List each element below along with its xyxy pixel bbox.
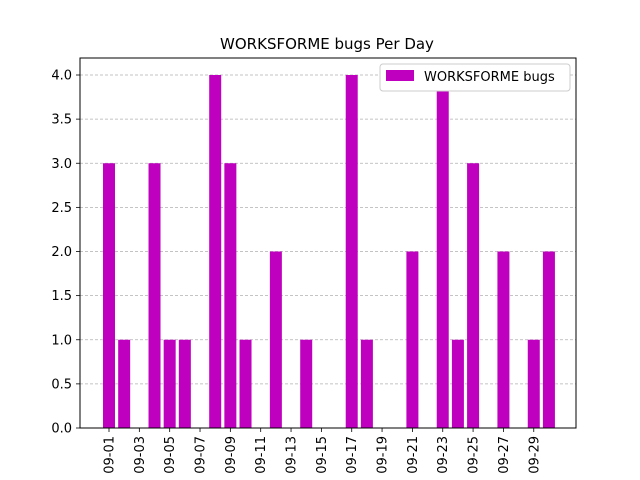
y-tick-label: 1.5 <box>51 289 72 304</box>
bar <box>269 251 282 428</box>
bar <box>163 339 176 428</box>
y-tick-label: 0.5 <box>51 377 72 392</box>
bar <box>467 163 480 428</box>
legend: WORKSFORME bugs <box>379 63 571 92</box>
x-tick-label: 09-23 <box>436 436 451 474</box>
x-tick-label: 09-05 <box>163 436 178 474</box>
y-tick-label: 0.0 <box>51 422 72 437</box>
grid-lines <box>80 74 576 429</box>
bar <box>451 339 464 428</box>
bar <box>527 339 540 428</box>
legend-label: WORKSFORME bugs <box>424 70 555 85</box>
plot-frame <box>79 57 577 429</box>
y-tick-label: 1.0 <box>51 333 72 348</box>
x-tick-label: 09-29 <box>527 436 542 474</box>
y-tick-label: 2.0 <box>51 245 72 260</box>
x-axis: 09-01 09-03 09-05 09-07 09-09 09-11 09-13 09-15… <box>103 428 542 474</box>
legend-box <box>379 63 571 92</box>
x-tick-label: 09-03 <box>133 436 148 474</box>
x-tick-label: 09-01 <box>103 436 118 474</box>
bar <box>224 163 237 428</box>
x-tick-label: 09-21 <box>406 436 421 474</box>
y-tick-label: 4.0 <box>51 69 72 84</box>
bar <box>542 251 555 428</box>
x-tick-label: 09-27 <box>497 436 512 474</box>
bar <box>406 251 419 428</box>
bar <box>178 339 191 428</box>
legend-swatch <box>386 70 414 81</box>
y-tick-label: 2.5 <box>51 201 72 216</box>
x-tick-label: 09-25 <box>467 436 482 474</box>
x-tick-label: 09-13 <box>285 436 300 474</box>
chart-title: WORKSFORME bugs Per Day <box>220 35 434 53</box>
bar <box>360 339 373 428</box>
x-tick-label: 09-19 <box>376 436 391 474</box>
y-axis: 0.0 0.5 1.0 1.5 2.0 2.5 3.0 3.5 4.0 <box>51 69 80 437</box>
bar <box>239 339 252 428</box>
y-tick-label: 3.5 <box>51 113 72 128</box>
y-tick-label: 3.0 <box>51 157 72 172</box>
bar <box>497 251 510 428</box>
x-tick-label: 09-07 <box>194 436 209 474</box>
bar <box>118 339 131 428</box>
bar <box>148 163 161 428</box>
x-tick-label: 09-11 <box>254 436 269 474</box>
bars <box>103 75 555 428</box>
bar <box>103 163 115 428</box>
x-tick-label: 09-15 <box>315 436 330 474</box>
bar <box>436 75 449 428</box>
bar <box>345 75 358 428</box>
x-tick-label: 09-09 <box>224 436 239 474</box>
bar <box>300 339 313 428</box>
x-tick-label: 09-17 <box>345 436 360 474</box>
bar <box>209 75 222 428</box>
